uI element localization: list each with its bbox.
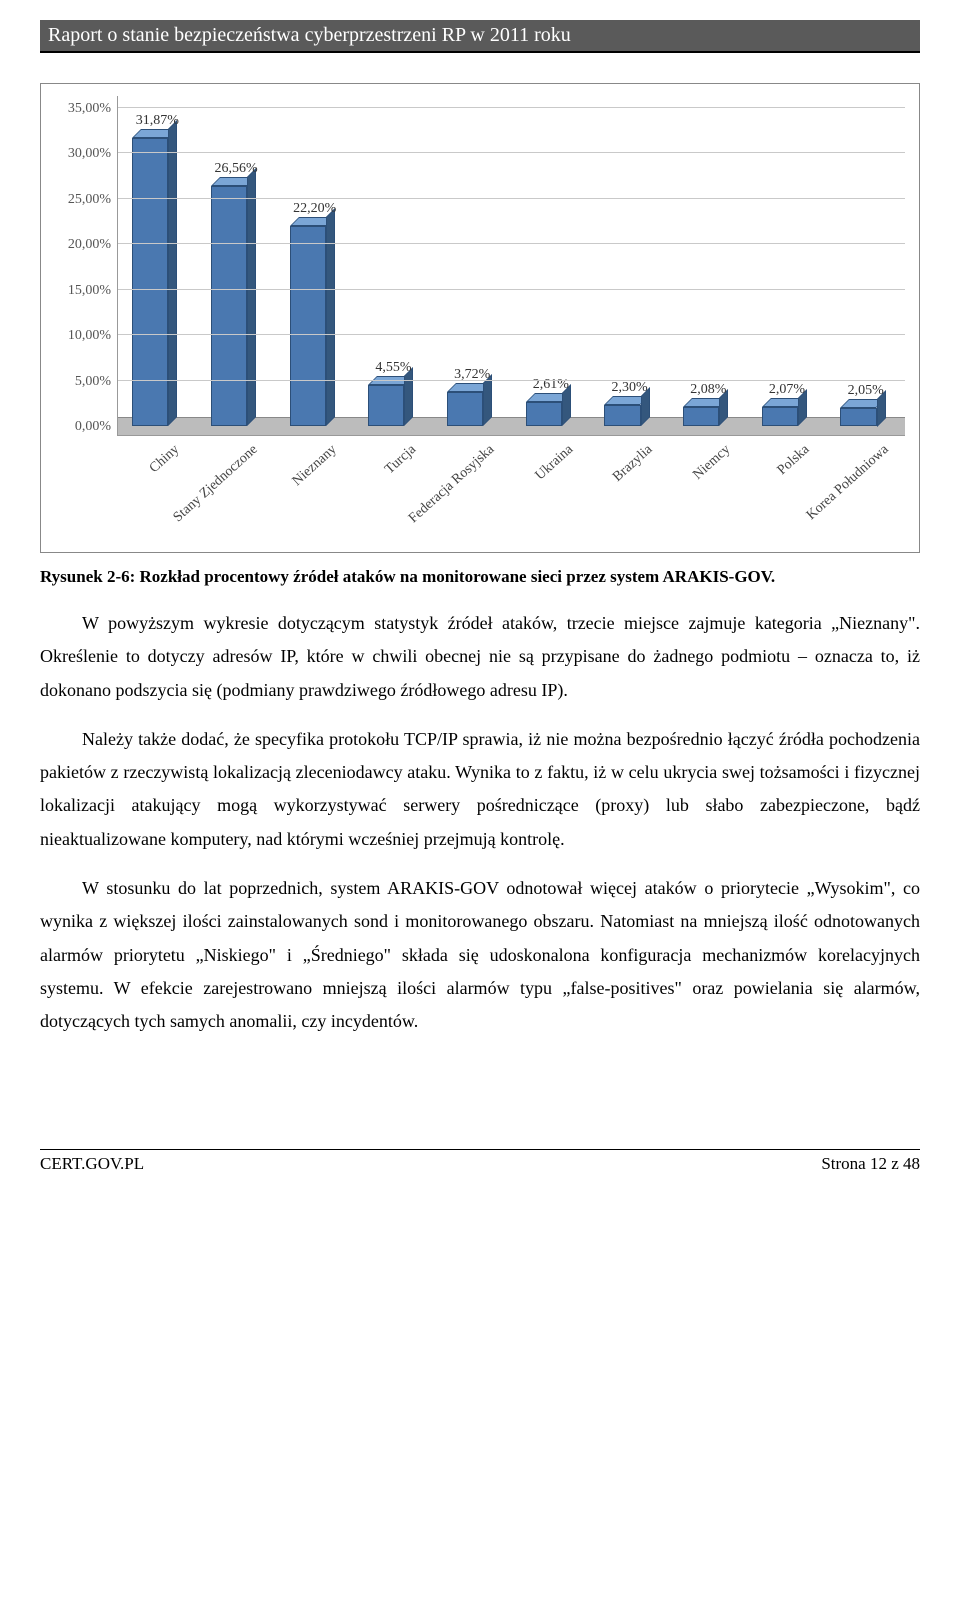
bar-front [762,407,798,426]
bar-slot: 3,72% [433,96,512,435]
gridline [118,152,905,153]
bar-side [326,208,335,426]
x-category-label: Korea Południowa [804,442,892,524]
paragraph-2: Należy także dodać, że specyfika protoko… [40,723,920,856]
paragraph-3: W stosunku do lat poprzednich, system AR… [40,872,920,1038]
bar-chart: 35,00% 30,00% 25,00% 20,00% 15,00% 10,00% 5,00… [40,83,920,553]
page-header: Raport o stanie bezpieczeństwa cyberprze… [40,20,920,53]
bar [132,138,168,426]
bar [762,407,798,426]
y-axis: 35,00% 30,00% 25,00% 20,00% 15,00% 10,00% 5,00… [49,96,117,436]
bar-slot: 2,30% [590,96,669,435]
x-category-label: Chiny [147,442,183,477]
bar-front [290,226,326,426]
bar [290,226,326,426]
footer-right: Strona 12 z 48 [821,1154,920,1174]
bar-slot: 31,87% [118,96,197,435]
bar-front [683,407,719,426]
bars-container: 31,87%26,56%22,20%4,55%3,72%2,61%2,30%2,… [118,96,905,435]
y-tick-label: 20,00% [51,237,111,253]
y-tick-label: 5,00% [51,374,111,390]
x-category-label: Stany Zjednoczone [171,442,262,526]
page-footer: CERT.GOV.PL Strona 12 z 48 [40,1149,920,1174]
bar-slot: 2,07% [748,96,827,435]
bar-front [840,408,876,427]
x-category-label: Niemcy [691,442,735,484]
gridline [118,243,905,244]
footer-left: CERT.GOV.PL [40,1154,144,1174]
bar-slot: 2,05% [826,96,905,435]
bar [683,407,719,426]
bar-front [211,186,247,426]
y-tick-label: 30,00% [51,146,111,162]
plot-area: 31,87%26,56%22,20%4,55%3,72%2,61%2,30%2,… [117,96,905,436]
bar [368,385,404,426]
bar-value-label: 4,55% [354,360,433,376]
x-category-label: Ukraina [533,442,577,484]
gridline [118,107,905,108]
bar-value-label: 22,20% [275,201,354,217]
figure-caption: Rysunek 2-6: Rozkład procentowy źródeł a… [40,567,920,587]
bar-front [447,392,483,426]
x-category-label: Federacja Rosyjska [406,442,498,527]
bar [526,402,562,426]
bar-value-label: 3,72% [433,367,512,383]
x-category-label: Turcja [382,442,419,478]
y-tick-label: 15,00% [51,283,111,299]
bar-value-label: 31,87% [118,113,197,129]
x-category-label: Polska [775,442,813,479]
bar [840,408,876,427]
bar-slot: 4,55% [354,96,433,435]
body-text: W powyższym wykresie dotyczącym statysty… [40,607,920,1039]
y-tick-label: 10,00% [51,328,111,344]
y-tick-label: 35,00% [51,101,111,117]
x-category-label: Nieznany [290,442,341,490]
bar-front [368,385,404,426]
bar-front [132,138,168,426]
bar-slot: 26,56% [197,96,276,435]
bar-front [526,402,562,426]
bar-slot: 22,20% [275,96,354,435]
gridline [118,334,905,335]
x-axis-labels: ChinyStany Zjednoczone Nieznany TurcjaFede… [117,436,905,546]
y-tick-label: 25,00% [51,192,111,208]
bar-value-label: 2,08% [669,382,748,398]
bar-value-label: 26,56% [197,161,276,177]
bar [604,405,640,426]
y-tick-label: 0,00% [51,419,111,435]
bar-front [604,405,640,426]
bar [447,392,483,426]
bar [211,186,247,426]
bar-side [247,168,256,426]
gridline [118,198,905,199]
bar-slot: 2,08% [669,96,748,435]
x-category-label: Brazylia [610,442,656,486]
header-title: Raport o stanie bezpieczeństwa cyberprze… [48,24,571,46]
paragraph-1: W powyższym wykresie dotyczącym statysty… [40,607,920,707]
bar-value-label: 2,07% [748,382,827,398]
bar-slot: 2,61% [512,96,591,435]
gridline [118,289,905,290]
bar-value-label: 2,30% [590,380,669,396]
gridline [118,380,905,381]
bar-value-label: 2,05% [826,383,905,399]
